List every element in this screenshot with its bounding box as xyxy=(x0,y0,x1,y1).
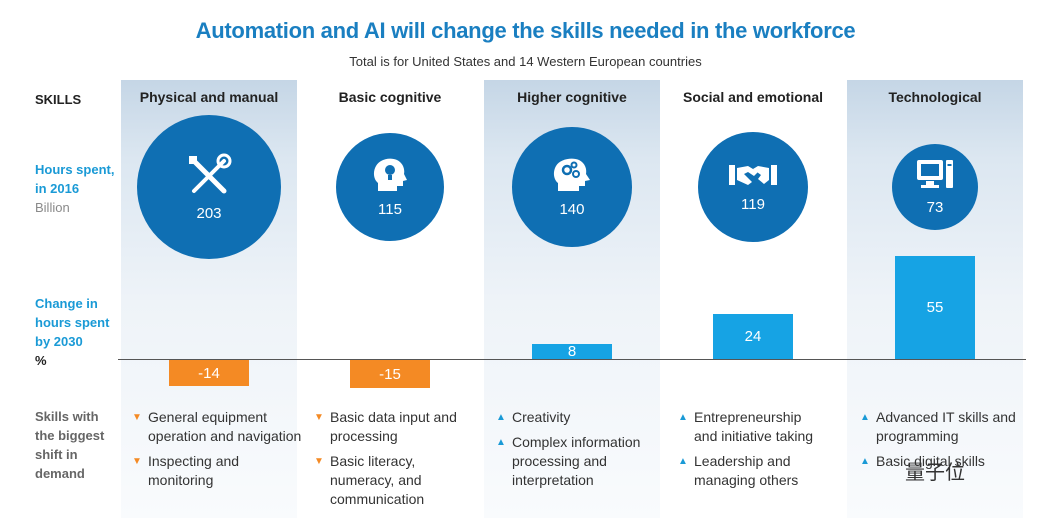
change-bar-higher-cognitive: 8 xyxy=(532,343,612,360)
shift-label-line4: demand xyxy=(35,466,85,481)
down-triangle-icon: ▼ xyxy=(314,412,324,423)
change-value-higher-cognitive: 8 xyxy=(567,343,577,360)
column-header-social: Social and emotional xyxy=(682,89,824,105)
hours-circle-technological: 73 xyxy=(891,143,979,231)
shift-item: ▼ Basic literacy, numeracy, and communica… xyxy=(314,452,464,509)
shift-list-physical: ▼ General equipment operation and navigat… xyxy=(132,408,308,496)
shift-label-line3: shift in xyxy=(35,447,78,462)
up-triangle-icon: ▲ xyxy=(496,437,506,448)
change-bar-social: 24 xyxy=(713,314,793,359)
shift-list-social: ▲ Entrepreneurship and initiative taking … xyxy=(678,408,828,496)
change-label-line2: hours spent xyxy=(35,315,110,330)
chart-subtitle: Total is for United States and 14 Wester… xyxy=(349,54,702,69)
column-header-physical: Physical and manual xyxy=(139,89,279,105)
shift-item-text: Basic literacy, numeracy, and communicat… xyxy=(330,453,425,507)
hours-label-line1: Hours spent, xyxy=(35,162,115,177)
hours-label-line2: in 2016 xyxy=(35,181,80,196)
change-bar-physical: -14 xyxy=(169,360,249,387)
shift-item: ▲ Complex information processing and inte… xyxy=(496,433,646,490)
change-bar-basic-cognitive: -15 xyxy=(350,360,430,389)
change-value-basic-cognitive: -15 xyxy=(379,365,401,383)
hours-circle-basic-cognitive: 115 xyxy=(335,132,445,242)
shift-item: ▲ Entrepreneurship and initiative taking xyxy=(678,408,828,446)
shift-item-text: Entrepreneurship and initiative taking xyxy=(694,409,814,444)
zero-axis-line xyxy=(118,359,1026,360)
handshake-icon xyxy=(728,165,777,186)
shift-item-text: Creativity xyxy=(512,409,571,425)
change-value-physical: -14 xyxy=(198,364,220,382)
shift-list-higher-cognitive: ▲ Creativity ▲ Complex information process… xyxy=(496,408,646,496)
skills-row-label: SKILLS xyxy=(35,92,82,107)
shift-item-text: Inspecting and monitoring xyxy=(148,453,240,488)
up-triangle-icon: ▲ xyxy=(860,456,870,467)
shift-item: ▲ Advanced IT skills and programming xyxy=(860,408,1020,446)
shift-item-text: Leadership and managing others xyxy=(694,453,799,488)
down-triangle-icon: ▼ xyxy=(132,456,142,467)
hours-unit-label: Billion xyxy=(35,200,70,215)
up-triangle-icon: ▲ xyxy=(678,412,688,423)
change-value-technological: 55 xyxy=(926,299,944,316)
up-triangle-icon: ▲ xyxy=(860,412,870,423)
shift-item: ▲ Leadership and managing others xyxy=(678,452,828,490)
shift-row-label: Skills with the biggest shift in demand xyxy=(35,407,104,483)
hours-circle-physical: 203 xyxy=(137,115,281,259)
change-label-line3: by 2030 xyxy=(35,334,83,349)
lightbulb-head-icon xyxy=(373,159,407,192)
shift-item-text: Complex information processing and inter… xyxy=(512,434,641,488)
shift-list-basic-cognitive: ▼ Basic data input and processing ▼ Basic … xyxy=(314,408,464,515)
change-row-label: Change in hours spent by 2030 % xyxy=(35,294,109,370)
column-header-technological: Technological xyxy=(888,89,982,105)
hours-value-technological: 73 xyxy=(926,199,944,217)
column-header-higher-cognitive: Higher cognitive xyxy=(517,89,627,105)
hours-circle-higher-cognitive: 140 xyxy=(512,127,632,247)
shift-list-technological: ▲ Advanced IT skills and programming ▲ Bas… xyxy=(860,408,1020,477)
shift-item: ▲ Creativity xyxy=(496,408,646,427)
shift-item: ▼ Inspecting and monitoring xyxy=(132,452,308,490)
shift-item: ▼ General equipment operation and navigat… xyxy=(132,408,308,446)
gears-head-icon xyxy=(553,159,590,192)
watermark-text: 量子位 xyxy=(905,460,965,484)
shift-item-text: Advanced IT skills and programming xyxy=(876,409,1016,444)
down-triangle-icon: ▼ xyxy=(132,412,142,423)
shift-label-line1: Skills with xyxy=(35,409,99,424)
hours-value-basic-cognitive: 115 xyxy=(378,201,402,219)
change-label-line1: Change in xyxy=(35,296,98,311)
computer-icon xyxy=(916,160,953,189)
hours-row-label: Hours spent, in 2016 Billion xyxy=(35,160,114,217)
hours-value-social: 119 xyxy=(741,196,765,214)
shift-item: ▲ Basic digital skills xyxy=(860,452,1020,471)
up-triangle-icon: ▲ xyxy=(496,412,506,423)
column-header-basic-cognitive: Basic cognitive xyxy=(338,89,442,105)
change-value-social: 24 xyxy=(744,328,762,346)
shift-item-text: Basic digital skills xyxy=(876,453,985,469)
hours-value-physical: 203 xyxy=(196,204,222,222)
hours-circle-social: 119 xyxy=(697,131,809,243)
chart-title: Automation and AI will change the skills… xyxy=(195,18,856,43)
change-unit-label: % xyxy=(35,353,47,368)
shift-item-text: Basic data input and processing xyxy=(330,409,457,444)
down-triangle-icon: ▼ xyxy=(314,456,324,467)
change-bar-technological: 55 xyxy=(895,256,975,359)
tools-icon xyxy=(189,153,232,193)
up-triangle-icon: ▲ xyxy=(678,456,688,467)
shift-label-line2: the biggest xyxy=(35,428,105,443)
hours-value-higher-cognitive: 140 xyxy=(559,201,585,219)
shift-item: ▼ Basic data input and processing xyxy=(314,408,464,446)
shift-item-text: General equipment operation and navigati… xyxy=(148,409,302,444)
